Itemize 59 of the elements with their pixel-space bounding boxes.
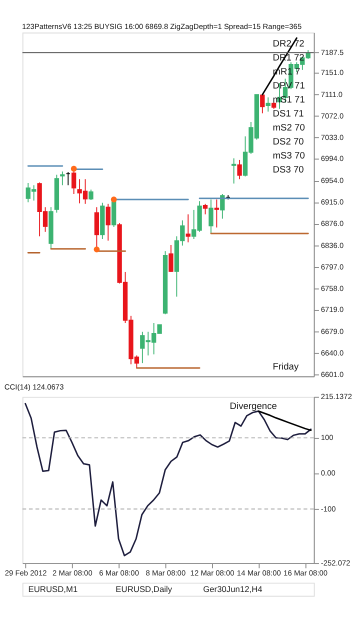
candlestick bbox=[266, 96, 270, 112]
x-tick-label: 29 Feb 2012 bbox=[4, 568, 47, 578]
x-tick-label: 6 Mar 08:00 bbox=[99, 568, 139, 578]
annotation: DS2 70 bbox=[272, 136, 304, 147]
x-tick-label: 16 Mar 08:00 bbox=[284, 568, 328, 578]
annotation: DS1 71 bbox=[272, 108, 304, 119]
candlestick bbox=[88, 189, 94, 200]
candlestick bbox=[186, 214, 190, 243]
text: EURUSD,Daily bbox=[116, 584, 173, 594]
y-tick-label: 6954.0 bbox=[320, 176, 344, 186]
candlestick bbox=[237, 159, 242, 180]
y-tick-label: 0.00 bbox=[320, 468, 336, 478]
y-tick-label: 6601.0 bbox=[320, 370, 344, 379]
candlestick bbox=[214, 199, 220, 228]
y-tick-label: 6797.0 bbox=[320, 262, 344, 272]
annotation: Divergence bbox=[230, 400, 277, 411]
chart-title: 123PatternsV6 13:25 BUYSIG 16:00 6869.8 ZigZagDepth=1 Spread=15 Range=365 bbox=[22, 22, 302, 31]
y-tick-label: 7072.0 bbox=[320, 111, 344, 120]
line-series bbox=[24, 402, 312, 556]
y-tick-label: 6719.0 bbox=[320, 305, 344, 314]
candlestick bbox=[208, 199, 214, 234]
y-tick-label: 7151.0 bbox=[320, 68, 344, 77]
x-tick-label: 12 Mar 08:00 bbox=[190, 568, 234, 578]
annotation: Friday bbox=[272, 362, 299, 372]
candlestick bbox=[60, 171, 65, 186]
y-tick-label: 6915.0 bbox=[320, 198, 344, 207]
y-tick-label: 7187.5 bbox=[320, 48, 344, 57]
y-tick-label: 6640.0 bbox=[320, 348, 344, 358]
y-tick-label: 6679.0 bbox=[320, 327, 344, 336]
candlestick bbox=[168, 244, 174, 272]
point bbox=[94, 246, 100, 252]
candlestick bbox=[260, 94, 265, 114]
annotation: DS3 70 bbox=[272, 164, 304, 175]
y-tick-label: 6758.0 bbox=[320, 284, 344, 293]
y-tick-label: 6994.0 bbox=[320, 154, 344, 164]
y-tick-label: 215.1372 bbox=[320, 392, 352, 402]
text: Ger30Jun12,H4 bbox=[203, 584, 263, 594]
y-tick-label: 7033.0 bbox=[320, 132, 344, 142]
point bbox=[110, 196, 117, 202]
x-tick-label: 14 Mar 08:00 bbox=[236, 568, 281, 578]
y-tick-label: 6876.0 bbox=[320, 218, 344, 228]
candlestick bbox=[220, 194, 225, 220]
line-series bbox=[258, 410, 312, 432]
y-tick-label: -100 bbox=[320, 504, 336, 514]
annotation: mS2 70 bbox=[272, 122, 305, 133]
x-tick-label: 2 Mar 08:00 bbox=[52, 568, 92, 578]
y-tick-label: -252.072 bbox=[320, 558, 350, 568]
candlestick bbox=[106, 203, 110, 242]
chart-title: CCI(14) 124.0673 bbox=[4, 382, 64, 392]
annotation: mS3 70 bbox=[272, 150, 305, 161]
candlestick bbox=[232, 158, 236, 184]
annotation: DR2 72 bbox=[272, 38, 304, 49]
y-tick-label: 7111.0 bbox=[320, 90, 343, 99]
y-tick-label: 6836.0 bbox=[320, 240, 344, 250]
point bbox=[70, 166, 77, 172]
text: EURUSD,M1 bbox=[28, 584, 78, 594]
candlestick bbox=[202, 203, 208, 215]
y-tick-label: 100 bbox=[320, 433, 334, 442]
x-tick-label: 8 Mar 08:00 bbox=[146, 568, 186, 578]
